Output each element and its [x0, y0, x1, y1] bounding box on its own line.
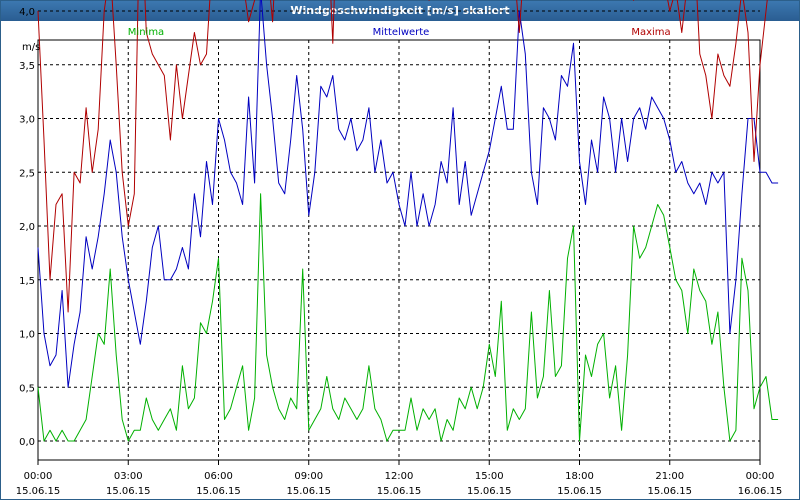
- x-tick-date: 15.06.15: [286, 486, 331, 497]
- x-tick-date: 15.06.15: [196, 486, 241, 497]
- y-tick-label: 3,0: [19, 115, 35, 126]
- x-tick-time: 21:00: [655, 471, 684, 482]
- y-axis-label: m/s: [22, 42, 40, 53]
- x-tick-time: 00:00: [24, 471, 53, 482]
- y-tick-label: 0,0: [19, 437, 35, 448]
- x-tick-date: 15.06.15: [467, 486, 512, 497]
- y-axis-ticks: 0,00,51,01,52,02,53,03,54,04,55,05,56,06…: [19, 7, 35, 448]
- x-tick-date: 16.06.15: [738, 486, 783, 497]
- y-tick-label: 1,0: [19, 330, 35, 341]
- x-tick-time: 03:00: [114, 471, 143, 482]
- y-tick-label: 3,5: [19, 61, 35, 72]
- x-tick-time: 09:00: [294, 471, 323, 482]
- series-line-maxima: [37, 0, 768, 313]
- legend-mittelwerte: Mittelwerte: [373, 27, 430, 38]
- series-line-mittelwerte: [37, 0, 779, 388]
- grid-lines: [38, 10, 760, 460]
- legend: Minima Mittelwerte Maxima: [128, 27, 671, 38]
- x-tick-time: 00:00: [746, 471, 775, 482]
- x-tick-date: 15.06.15: [557, 486, 602, 497]
- x-tick-date: 15.06.15: [377, 486, 422, 497]
- legend-maxima: Maxima: [631, 27, 670, 38]
- x-tick-date: 15.06.15: [647, 486, 692, 497]
- series-lines: [37, 0, 779, 442]
- x-tick-date: 15.06.15: [16, 486, 61, 497]
- x-tick-time: 15:00: [475, 471, 504, 482]
- x-tick-time: 12:00: [385, 471, 414, 482]
- y-tick-label: 1,5: [19, 276, 35, 287]
- y-tick-label: 2,0: [19, 222, 35, 233]
- x-tick-time: 18:00: [565, 471, 594, 482]
- x-tick-date: 15.06.15: [106, 486, 151, 497]
- y-tick-label: 2,5: [19, 168, 35, 179]
- y-tick-label: 4,0: [19, 7, 35, 18]
- x-tick-time: 06:00: [204, 471, 233, 482]
- legend-minima: Minima: [128, 27, 164, 38]
- series-line-minima: [37, 193, 779, 442]
- y-tick-label: 0,5: [19, 383, 35, 394]
- x-axis-ticks: 00:00 15.06.15 03:00 15.06.15 06:00 15.06.15 0…: [16, 460, 783, 497]
